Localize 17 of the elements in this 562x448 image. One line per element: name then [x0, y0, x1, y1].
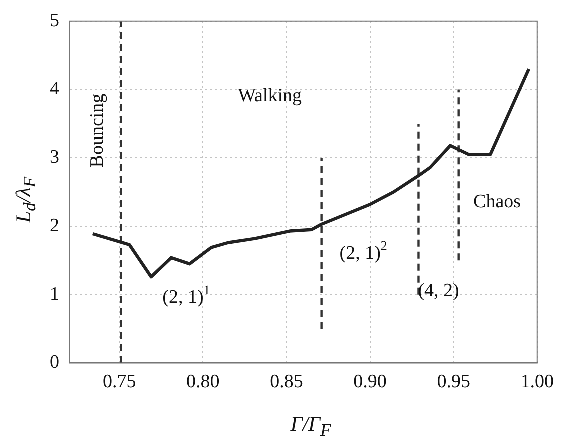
annotation: (4, 2): [418, 280, 460, 302]
x-axis-title: Γ/Γ$_{F}$: [290, 412, 332, 442]
y-tick-label: 5: [50, 10, 60, 32]
y-tick-label: 2: [50, 215, 60, 236]
y-tick-label: 4: [50, 78, 60, 100]
y-tick-label: 3: [50, 147, 60, 168]
x-tick-label: 0.75: [103, 372, 136, 393]
x-tick-label: 1.00: [520, 372, 554, 393]
x-tick-label: 0.95: [437, 372, 470, 393]
y-tick-label: 0: [50, 352, 60, 374]
annotation: Walking: [238, 86, 302, 107]
x-tick-label: 0.90: [354, 372, 387, 393]
y-tick-label: 1: [50, 284, 60, 305]
x-tick-label: 0.80: [186, 372, 220, 393]
annotation: Bouncing: [86, 93, 108, 168]
x-tick-label: 0.85: [270, 372, 304, 393]
annotation: Chaos: [474, 192, 522, 213]
